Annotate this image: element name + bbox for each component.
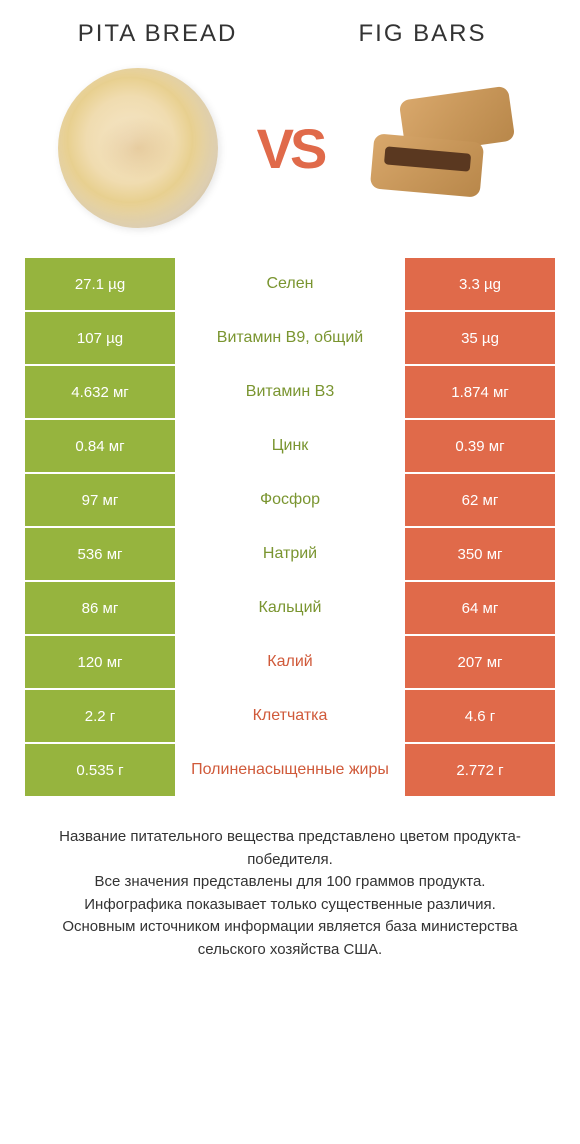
value-left: 120 мг (25, 636, 175, 688)
value-right: 207 мг (405, 636, 555, 688)
header: PITA BREAD FIG BARS (25, 20, 555, 48)
nutrient-label: Полиненасыщенные жиры (175, 744, 405, 796)
footer-line: Название питательного вещества представл… (35, 826, 545, 871)
value-right: 2.772 г (405, 744, 555, 796)
table-row: 86 мгКальций64 мг (25, 582, 555, 634)
nutrient-label: Цинк (175, 420, 405, 472)
infographic: PITA BREAD FIG BARS VS 27.1 µgСелен3.3 µ… (0, 0, 580, 981)
vs-label: VS (242, 116, 339, 181)
nutrient-label: Фосфор (175, 474, 405, 526)
footer-notes: Название питательного вещества представл… (25, 826, 555, 961)
value-left: 107 µg (25, 312, 175, 364)
value-right: 1.874 мг (405, 366, 555, 418)
footer-line: Все значения представлены для 100 граммо… (35, 871, 545, 894)
table-row: 0.535 гПолиненасыщенные жиры2.772 г (25, 744, 555, 796)
comparison-table: 27.1 µgСелен3.3 µg107 µgВитамин B9, общи… (25, 258, 555, 796)
nutrient-label: Клетчатка (175, 690, 405, 742)
table-row: 4.632 мгВитамин B31.874 мг (25, 366, 555, 418)
table-row: 536 мгНатрий350 мг (25, 528, 555, 580)
value-right: 3.3 µg (405, 258, 555, 310)
figbar-image (338, 83, 545, 213)
value-right: 0.39 мг (405, 420, 555, 472)
pita-image (35, 68, 242, 228)
footer-line: Основным источником информации является … (35, 916, 545, 961)
nutrient-label: Калий (175, 636, 405, 688)
title-right: FIG BARS (290, 20, 555, 48)
nutrient-label: Витамин B9, общий (175, 312, 405, 364)
value-right: 35 µg (405, 312, 555, 364)
nutrient-label: Селен (175, 258, 405, 310)
value-right: 350 мг (405, 528, 555, 580)
table-row: 120 мгКалий207 мг (25, 636, 555, 688)
footer-line: Инфографика показывает только существенн… (35, 894, 545, 917)
table-row: 97 мгФосфор62 мг (25, 474, 555, 526)
nutrient-label: Витамин B3 (175, 366, 405, 418)
value-left: 4.632 мг (25, 366, 175, 418)
value-right: 4.6 г (405, 690, 555, 742)
table-row: 107 µgВитамин B9, общий35 µg (25, 312, 555, 364)
table-row: 0.84 мгЦинк0.39 мг (25, 420, 555, 472)
value-left: 0.84 мг (25, 420, 175, 472)
value-left: 0.535 г (25, 744, 175, 796)
value-right: 64 мг (405, 582, 555, 634)
nutrient-label: Кальций (175, 582, 405, 634)
value-left: 86 мг (25, 582, 175, 634)
nutrient-label: Натрий (175, 528, 405, 580)
value-left: 536 мг (25, 528, 175, 580)
title-left: PITA BREAD (25, 20, 290, 48)
value-left: 97 мг (25, 474, 175, 526)
table-row: 2.2 гКлетчатка4.6 г (25, 690, 555, 742)
table-row: 27.1 µgСелен3.3 µg (25, 258, 555, 310)
value-right: 62 мг (405, 474, 555, 526)
hero: VS (25, 68, 555, 228)
value-left: 2.2 г (25, 690, 175, 742)
value-left: 27.1 µg (25, 258, 175, 310)
